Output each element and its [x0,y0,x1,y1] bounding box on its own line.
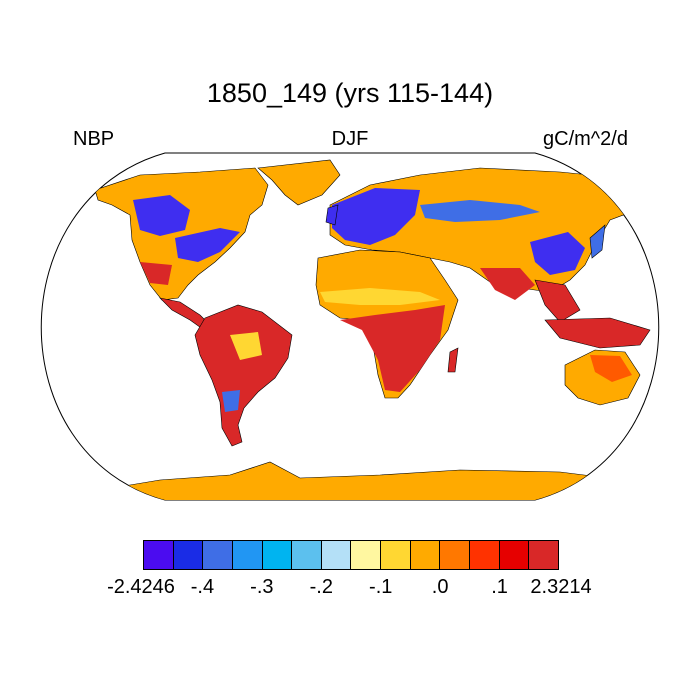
map-title: 1850_149 (yrs 115-144) [206,78,494,108]
colorbar-swatch [410,541,441,569]
colorbar-swatch [203,541,233,569]
asia-blue [420,200,540,222]
indonesia [544,317,651,349]
colorbar-label: .1 [491,576,508,598]
colorbar-label: 2.3214 [530,576,592,598]
colorbar-swatch [440,541,471,569]
colorbar-label: -.2 [309,576,333,598]
colorbar-labels: -2.4246 -.4 -.3 -.2 -.1 .0 .1 2.3214 [0,576,700,602]
season-label: DJF [331,128,369,150]
uk [325,204,339,226]
colorbar-label: -.3 [250,576,274,598]
south-asia-red [480,268,535,300]
variable-label: NBP [73,128,115,150]
us-red [140,262,172,285]
east-us-blue [175,228,240,262]
south-america-yellow [230,332,262,360]
colorbar-swatch [232,541,263,569]
colorbar-swatch [173,541,204,569]
colorbar-swatch [321,541,352,569]
antarctica [41,461,659,500]
colorbar-swatch [499,541,530,569]
europe-blue [332,188,420,245]
south-america [194,304,293,447]
colorbar-swatch [381,541,411,569]
colorbar-label: -.1 [369,576,393,598]
japan [589,224,606,259]
north-america-blue [133,195,190,236]
australia-red [590,355,632,382]
south-america-blue [222,390,240,412]
colorbar [143,540,559,570]
colorbar-label: -2.4246 [107,576,175,598]
sahel-yellow [320,288,440,305]
colorbar-swatch [292,541,322,569]
colorbar-swatch [470,541,500,569]
africa-red [340,305,445,392]
colorbar-swatch [351,541,382,569]
colorbar-swatch [262,541,293,569]
greenland [257,159,341,206]
china-blue [530,232,585,275]
units-label: gC/m^2/d [543,128,628,150]
colorbar-label: .0 [431,576,449,598]
se-asia-red [534,279,581,323]
colorbar-label: -.4 [190,576,215,598]
madagascar [447,347,459,373]
colorbar-swatch [144,541,174,569]
colorbar-swatch [529,541,558,569]
